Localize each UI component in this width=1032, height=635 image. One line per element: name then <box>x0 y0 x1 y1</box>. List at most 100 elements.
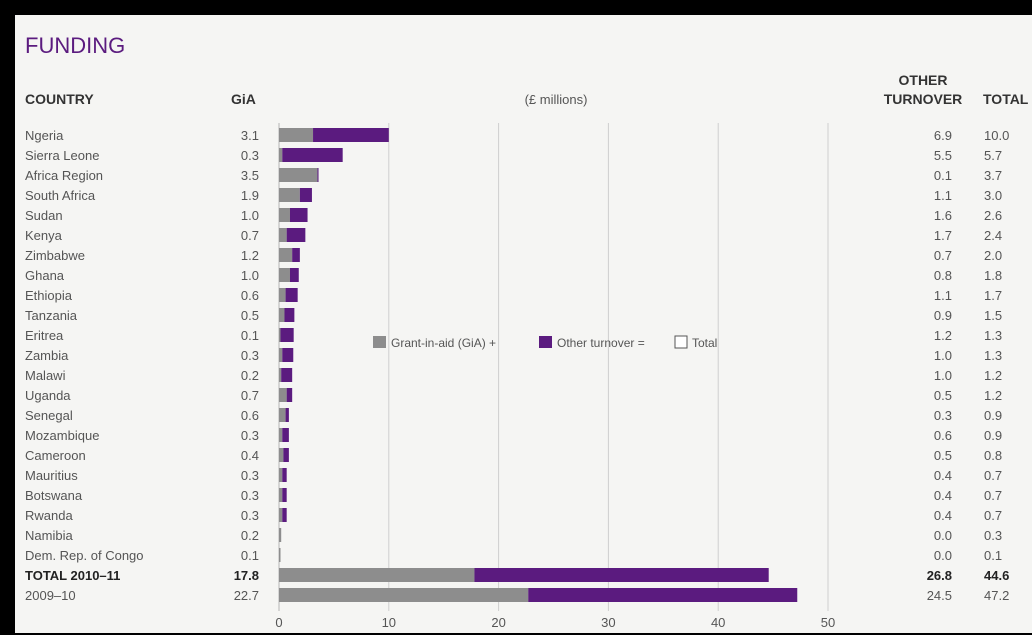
other-turnover-value: 0.4 <box>934 468 952 483</box>
country-label: Senegal <box>25 408 73 423</box>
other-turnover-value: 0.4 <box>934 508 952 523</box>
other-turnover-bar <box>286 228 306 242</box>
total-header: TOTAL <box>983 91 1029 107</box>
legend-other-swatch <box>539 336 552 348</box>
data-row: Eritrea 0.1 1.2 1.3 <box>25 328 1002 343</box>
data-row: Malawi 0.2 1.0 1.2 <box>25 368 1002 383</box>
total-value: 44.6 <box>984 568 1009 583</box>
data-rows: Ngeria 3.1 6.9 10.0 Sierra Leone 0.3 5.5 5.7 Afr… <box>25 128 1009 603</box>
total-value: 0.3 <box>984 528 1002 543</box>
total-value: 1.2 <box>984 388 1002 403</box>
data-row: Kenya 0.7 1.7 2.4 <box>25 228 1002 243</box>
gia-value: 0.5 <box>241 308 259 323</box>
gia-value: 22.7 <box>234 588 259 603</box>
gia-bar <box>279 148 283 162</box>
other-turnover-bar <box>289 268 299 282</box>
other-turnover-value: 1.0 <box>934 368 952 383</box>
other-turnover-value: 0.6 <box>934 428 952 443</box>
country-label: Ghana <box>25 268 65 283</box>
other-turnover-value: 26.8 <box>927 568 952 583</box>
x-tick-label: 0 <box>275 615 282 630</box>
other-turnover-value: 1.2 <box>934 328 952 343</box>
gia-value: 0.3 <box>241 468 259 483</box>
gia-value: 1.9 <box>241 188 259 203</box>
legend-total-swatch <box>674 335 688 349</box>
data-row: Botswana 0.3 0.4 0.7 <box>25 488 1002 503</box>
data-row: South Africa 1.9 1.1 3.0 <box>25 188 1002 203</box>
gia-bar <box>279 368 282 382</box>
other-turnover-value: 1.7 <box>934 228 952 243</box>
gia-bar <box>279 288 286 302</box>
total-value: 2.0 <box>984 248 1002 263</box>
other-turnover-value: 24.5 <box>927 588 952 603</box>
total-value: 0.7 <box>984 488 1002 503</box>
other-turnover-value: 0.0 <box>934 528 952 543</box>
funding-panel: FUNDING COUNTRY GiA (£ millions) OTHER T… <box>15 15 1032 633</box>
gia-bar <box>279 188 300 202</box>
gia-bar <box>279 568 475 582</box>
gridlines <box>278 123 829 611</box>
gia-value: 0.3 <box>241 148 259 163</box>
gia-bar <box>279 448 284 462</box>
total-value: 1.3 <box>984 328 1002 343</box>
country-label: Zambia <box>25 348 69 363</box>
funding-chart: FUNDING COUNTRY GiA (£ millions) OTHER T… <box>25 33 1029 630</box>
gia-bar <box>279 488 283 502</box>
gia-value: 0.3 <box>241 348 259 363</box>
country-label: Dem. Rep. of Congo <box>25 548 144 563</box>
total-value: 47.2 <box>984 588 1009 603</box>
country-label: Sierra Leone <box>25 148 99 163</box>
other-turnover-bar <box>292 248 300 262</box>
data-row: Africa Region 3.5 0.1 3.7 <box>25 168 1002 183</box>
x-tick-label: 40 <box>711 615 725 630</box>
other-turnover-value: 0.7 <box>934 248 952 263</box>
data-row: Mozambique 0.3 0.6 0.9 <box>25 428 1002 443</box>
total-value: 1.2 <box>984 368 1002 383</box>
other-header-line2: TURNOVER <box>884 91 963 107</box>
country-label: Mauritius <box>25 468 78 483</box>
gia-bar <box>279 528 282 542</box>
total-value: 1.8 <box>984 268 1002 283</box>
other-turnover-value: 5.5 <box>934 148 952 163</box>
gia-value: 0.7 <box>241 228 259 243</box>
chart-title: FUNDING <box>25 33 125 58</box>
data-row: Sudan 1.0 1.6 2.6 <box>25 208 1002 223</box>
gia-bar <box>279 388 287 402</box>
other-turnover-value: 0.3 <box>934 408 952 423</box>
x-axis-ticks: 0 10 20 30 40 50 <box>275 615 835 630</box>
other-turnover-value: 1.1 <box>934 288 952 303</box>
other-turnover-value: 0.8 <box>934 268 952 283</box>
total-value: 0.1 <box>984 548 1002 563</box>
data-row: Tanzania 0.5 0.9 1.5 <box>25 308 1002 323</box>
country-label: Eritrea <box>25 328 64 343</box>
gia-value: 1.0 <box>241 268 259 283</box>
country-label: Mozambique <box>25 428 99 443</box>
gia-value: 1.2 <box>241 248 259 263</box>
gia-value: 1.0 <box>241 208 259 223</box>
gia-bar <box>279 228 287 242</box>
country-label: Tanzania <box>25 308 78 323</box>
gia-value: 0.3 <box>241 428 259 443</box>
data-row: Sierra Leone 0.3 5.5 5.7 <box>25 148 1002 163</box>
country-label: Namibia <box>25 528 73 543</box>
other-turnover-bar <box>286 388 293 402</box>
other-turnover-bar <box>289 208 308 222</box>
gia-bar <box>279 428 283 442</box>
total-value: 0.7 <box>984 468 1002 483</box>
other-turnover-value: 1.1 <box>934 188 952 203</box>
other-turnover-value: 6.9 <box>934 128 952 143</box>
legend: Grant-in-aid (GiA) + Other turnover = To… <box>373 335 717 350</box>
other-turnover-bar <box>474 568 769 582</box>
data-row: Zimbabwe 1.2 0.7 2.0 <box>25 248 1002 263</box>
gia-bar <box>279 168 318 182</box>
other-turnover-value: 1.0 <box>934 348 952 363</box>
country-label: Sudan <box>25 208 63 223</box>
data-row: Ngeria 3.1 6.9 10.0 <box>25 128 1009 143</box>
other-turnover-bar <box>285 288 298 302</box>
country-label: Uganda <box>25 388 71 403</box>
other-turnover-value: 0.9 <box>934 308 952 323</box>
other-turnover-bar <box>282 148 343 162</box>
x-tick-label: 30 <box>601 615 615 630</box>
data-row: Mauritius 0.3 0.4 0.7 <box>25 468 1002 483</box>
gia-bar <box>279 268 290 282</box>
